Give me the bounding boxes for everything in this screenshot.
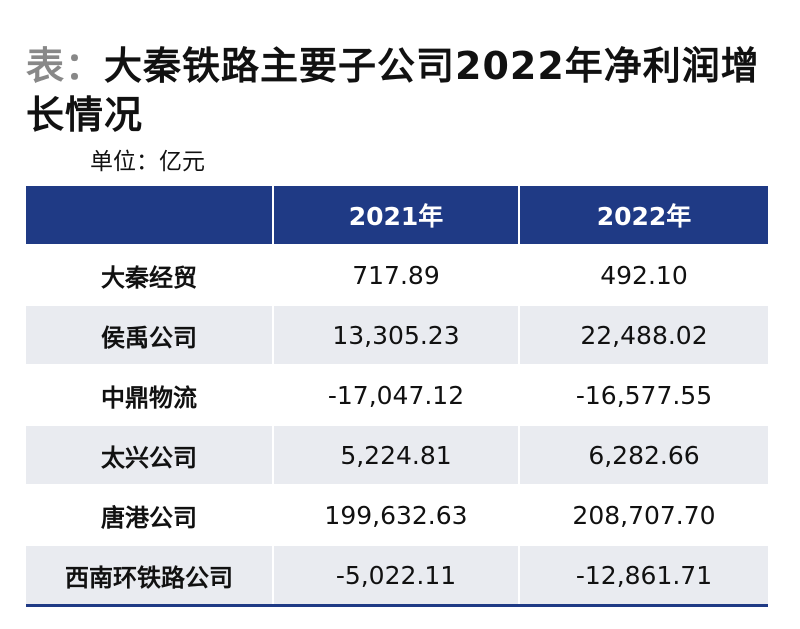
- value-2021: -5,022.11: [274, 544, 520, 604]
- value-2022: 6,282.66: [520, 424, 768, 484]
- table-row: 西南环铁路公司 -5,022.11 -12,861.71: [26, 544, 768, 604]
- table-row: 中鼎物流 -17,047.12 -16,577.55: [26, 364, 768, 424]
- value-2022: 22,488.02: [520, 304, 768, 364]
- value-2022: -12,861.71: [520, 544, 768, 604]
- title-prefix: 表：: [26, 44, 105, 88]
- page-title: 表：大秦铁路主要子公司2022年净利润增长情况: [26, 42, 766, 140]
- unit-label: 单位：亿元: [90, 149, 205, 175]
- value-2021: 5,224.81: [274, 424, 520, 484]
- value-2021: 13,305.23: [274, 304, 520, 364]
- value-2021: 199,632.63: [274, 484, 520, 544]
- table-bottom-rule: [26, 604, 768, 607]
- company-name: 侯禹公司: [26, 304, 274, 364]
- company-name: 太兴公司: [26, 424, 274, 484]
- company-name: 西南环铁路公司: [26, 544, 274, 604]
- header-2021: 2021年: [274, 186, 520, 244]
- value-2021: -17,047.12: [274, 364, 520, 424]
- value-2022: 492.10: [520, 244, 768, 304]
- header-2022: 2022年: [520, 186, 768, 244]
- table-row: 太兴公司 5,224.81 6,282.66: [26, 424, 768, 484]
- value-2022: 208,707.70: [520, 484, 768, 544]
- table-row: 侯禹公司 13,305.23 22,488.02: [26, 304, 768, 364]
- table-row: 大秦经贸 717.89 492.10: [26, 244, 768, 304]
- title-text: 大秦铁路主要子公司2022年净利润增长情况: [26, 44, 760, 137]
- profit-table: 2021年 2022年 大秦经贸 717.89 492.10 侯禹公司 13,3…: [26, 186, 768, 604]
- company-name: 唐港公司: [26, 484, 274, 544]
- table-row: 唐港公司 199,632.63 208,707.70: [26, 484, 768, 544]
- table-header-row: 2021年 2022年: [26, 186, 768, 244]
- value-2021: 717.89: [274, 244, 520, 304]
- profit-table-container: 2021年 2022年 大秦经贸 717.89 492.10 侯禹公司 13,3…: [26, 186, 768, 607]
- company-name: 大秦经贸: [26, 244, 274, 304]
- value-2022: -16,577.55: [520, 364, 768, 424]
- header-company: [26, 186, 274, 244]
- company-name: 中鼎物流: [26, 364, 274, 424]
